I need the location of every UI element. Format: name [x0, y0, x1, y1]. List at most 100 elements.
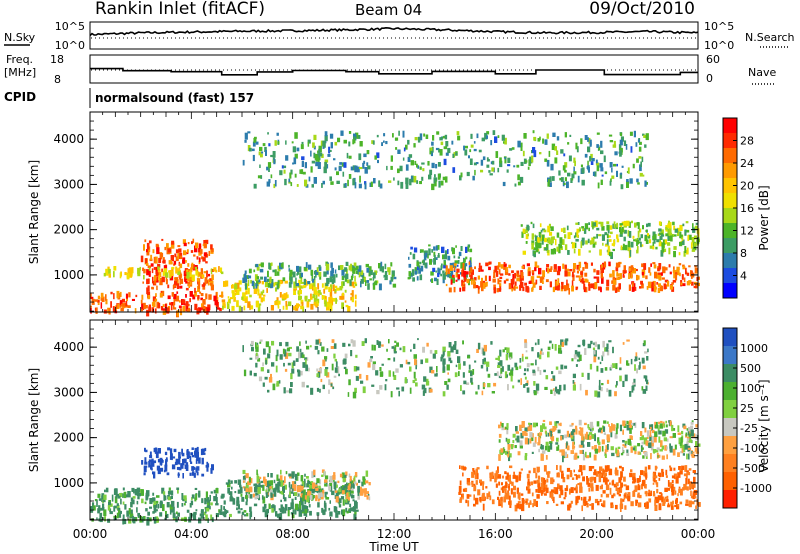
data-cell: [636, 275, 640, 280]
data-cell: [600, 140, 603, 148]
data-cell: [232, 292, 236, 299]
colorbar-tick-label: -1000: [740, 482, 772, 495]
data-cell: [183, 303, 186, 306]
data-cell: [345, 507, 348, 513]
data-cell: [612, 144, 617, 148]
data-cell: [268, 179, 271, 184]
data-cell: [632, 447, 635, 450]
colorbar-swatch: [723, 418, 737, 437]
data-cell: [527, 488, 531, 494]
data-cell: [658, 454, 661, 458]
data-cell: [146, 287, 149, 295]
data-cell: [504, 158, 507, 164]
data-cell: [566, 268, 569, 272]
data-cell: [311, 184, 314, 188]
data-cell: [520, 161, 524, 166]
data-cell: [581, 179, 585, 186]
data-cell: [692, 223, 694, 230]
data-cell: [622, 342, 625, 345]
data-cell: [351, 297, 354, 303]
data-cell: [324, 369, 328, 376]
data-cell: [639, 286, 642, 289]
data-cell: [629, 178, 633, 184]
data-cell: [364, 338, 367, 344]
data-cell: [165, 279, 168, 285]
colorbar-tick-label: 16: [740, 202, 754, 215]
data-cell: [398, 390, 400, 397]
data-cell: [154, 308, 157, 314]
data-cell: [671, 486, 674, 492]
data-cell: [196, 451, 199, 458]
data-cell: [581, 505, 583, 512]
data-cell: [221, 291, 224, 298]
data-cell: [478, 262, 481, 266]
data-cell: [503, 264, 507, 270]
data-cell: [533, 381, 536, 386]
data-cell: [202, 299, 206, 305]
data-cell: [686, 428, 690, 431]
data-cell: [373, 178, 376, 184]
data-cell: [602, 242, 604, 246]
data-cell: [546, 471, 549, 475]
data-cell: [520, 144, 523, 151]
data-cell: [252, 154, 255, 162]
data-cell: [338, 488, 342, 493]
data-cell: [570, 431, 574, 436]
data-cell: [513, 485, 516, 491]
data-cell: [103, 272, 106, 277]
data-cell: [475, 468, 478, 473]
data-cell: [105, 268, 109, 276]
data-cell: [289, 491, 291, 498]
data-cell: [233, 296, 236, 302]
colorbar-tick-label: -500: [740, 462, 765, 475]
data-cell: [309, 494, 313, 500]
data-cell: [194, 245, 198, 253]
data-cell: [290, 169, 293, 175]
data-cell: [198, 493, 201, 498]
data-cell: [666, 446, 668, 450]
data-cell: [653, 264, 657, 269]
station-title: Rankin Inlet (fitACF): [95, 0, 265, 19]
data-cell: [240, 493, 243, 497]
colorbar-swatch: [723, 346, 737, 365]
colorbar-tick-label: -25: [740, 422, 758, 435]
data-cell: [270, 492, 273, 498]
data-cell: [658, 436, 661, 443]
data-cell: [157, 268, 161, 272]
data-cell: [593, 222, 597, 227]
data-cell: [600, 287, 602, 293]
data-cell: [571, 285, 574, 292]
data-cell: [449, 270, 452, 273]
data-cell: [360, 270, 364, 276]
data-cell: [223, 500, 226, 505]
data-cell: [509, 352, 513, 359]
data-cell: [324, 356, 328, 360]
data-cell: [516, 435, 520, 443]
data-cell: [561, 285, 566, 289]
data-cell: [264, 146, 267, 152]
data-cell: [587, 482, 591, 487]
data-cell: [102, 503, 105, 511]
data-cell: [677, 504, 679, 507]
data-cell: [459, 175, 462, 181]
data-cell: [450, 269, 454, 275]
data-cell: [191, 241, 193, 245]
data-cell: [638, 146, 642, 152]
data-cell: [585, 501, 588, 506]
data-cell: [589, 477, 593, 483]
data-cell: [485, 361, 490, 367]
data-cell: [688, 500, 692, 508]
data-cell: [259, 341, 262, 344]
colorbar-swatch: [723, 454, 737, 473]
data-cell: [128, 508, 131, 515]
data-cell: [669, 436, 673, 439]
data-cell: [107, 518, 111, 523]
data-cell: [667, 223, 670, 228]
data-cell: [664, 279, 668, 283]
data-cell: [656, 482, 659, 488]
data-cell: [649, 424, 653, 430]
data-cell: [587, 137, 589, 142]
data-cell: [355, 265, 359, 271]
data-cell: [498, 269, 501, 275]
data-cell: [234, 288, 237, 293]
